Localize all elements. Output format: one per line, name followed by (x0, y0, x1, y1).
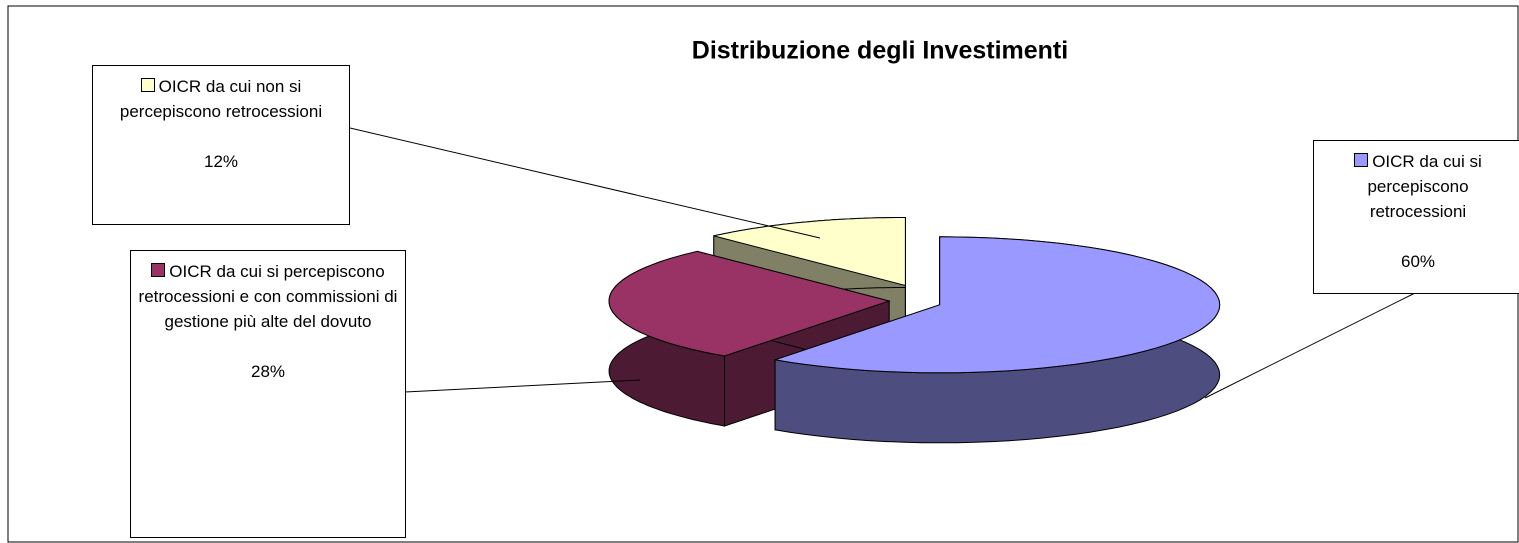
legend-key (140, 78, 155, 92)
category-label: OICR da cui si percepiscono retrocession… (1367, 152, 1482, 221)
data-label: OICR da cui si percepiscono retrocession… (1313, 140, 1519, 294)
leader-line (1204, 292, 1416, 399)
value-label: 12% (203, 152, 239, 171)
label-text: OICR da cui si percepiscono retrocession… (137, 259, 399, 334)
slice-top (774, 236, 1221, 374)
legend-key (1354, 153, 1369, 167)
leader-line (404, 379, 641, 393)
data-label: OICR da cui non si percepiscono retroces… (92, 65, 350, 225)
data-label: OICR da cui si percepiscono retrocession… (130, 250, 406, 538)
chart-title: Distribuzione degli Investimenti (692, 37, 1068, 65)
slice-top (713, 217, 906, 287)
category-label: OICR da cui non si percepiscono retroces… (119, 77, 323, 121)
pie-slice (774, 236, 1221, 444)
legend-key (151, 263, 166, 277)
category-label: OICR da cui si percepiscono retrocession… (138, 262, 398, 331)
leader-line (349, 127, 821, 239)
value-label: 60% (1400, 252, 1436, 271)
slice-top (608, 250, 891, 357)
pie (608, 217, 1221, 444)
value-label: 28% (250, 362, 286, 381)
label-text: OICR da cui non si percepiscono retroces… (99, 74, 343, 124)
label-text: OICR da cui si percepiscono retrocession… (1320, 149, 1516, 224)
